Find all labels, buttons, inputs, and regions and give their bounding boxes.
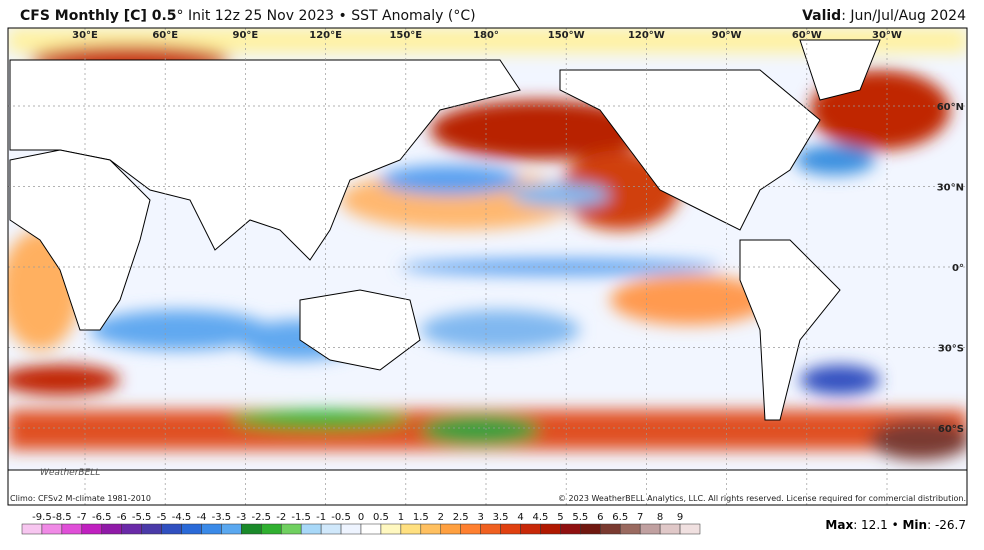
- lon-label: 30°W: [872, 30, 902, 41]
- title: CFS Monthly [C] 0.5° Init 12z 25 Nov 202…: [20, 8, 476, 24]
- colorbar-label: 5.5: [572, 512, 588, 523]
- colorbar-label: 0.5: [373, 512, 389, 523]
- lon-label: 30°E: [72, 30, 98, 41]
- colorbar-swatch: [679, 523, 701, 535]
- colorbar-swatch: [600, 523, 621, 535]
- lon-label: 90°W: [712, 30, 742, 41]
- colorbar-swatch: [320, 523, 342, 535]
- colorbar-swatch: [520, 523, 541, 535]
- colorbar-swatch: [241, 523, 262, 535]
- lon-label: 150°E: [389, 30, 422, 41]
- colorbar-label: -1: [316, 512, 326, 523]
- lat-label: 0°: [952, 263, 964, 274]
- colorbar-label: 1.5: [413, 512, 429, 523]
- colorbar-swatch: [659, 523, 681, 535]
- colorbar-swatch: [280, 523, 302, 535]
- colorbar-swatch: [440, 523, 461, 535]
- lon-label: 90°E: [233, 30, 259, 41]
- colorbar-swatch: [500, 523, 521, 535]
- lon-label: 60°E: [152, 30, 178, 41]
- lon-label: 180°: [473, 30, 499, 41]
- colorbar-label: -5: [157, 512, 167, 523]
- lon-label: 60°W: [792, 30, 822, 41]
- valid: Valid: Jun/Jul/Aug 2024: [802, 8, 966, 24]
- colorbar-label: -3.5: [212, 512, 232, 523]
- colorbar-label: -2.5: [252, 512, 272, 523]
- colorbar-swatch: [560, 523, 581, 535]
- colorbar-label: 5: [557, 512, 563, 523]
- colorbar-label: -0.5: [331, 512, 351, 523]
- lat-label: 60°S: [938, 424, 964, 435]
- colorbar-swatch: [61, 523, 83, 535]
- colorbar-swatch: [380, 523, 402, 535]
- copyright: © 2023 WeatherBELL Analytics, LLC. All r…: [558, 494, 966, 503]
- land: [8, 39, 967, 505]
- colorbar-label: -9.5: [32, 512, 52, 523]
- lon-label: 120°E: [309, 30, 342, 41]
- colorbar-label: 3.5: [493, 512, 509, 523]
- colorbar-swatch: [540, 523, 561, 535]
- colorbar-swatch: [460, 523, 481, 535]
- colorbar-swatch: [639, 523, 661, 535]
- logo: WeatherBELL: [40, 468, 100, 478]
- stats: Max: 12.1 • Min: -26.7: [825, 518, 966, 532]
- colorbar-label: -4.5: [172, 512, 192, 523]
- colorbar-label: -2: [276, 512, 286, 523]
- colorbar-label: -6.5: [92, 512, 112, 523]
- colorbar-swatch: [221, 523, 242, 535]
- anomaly-field: [8, 28, 967, 460]
- lat-label: 30°N: [937, 183, 964, 194]
- colorbar: -9.5 -8.5 -7 -6.5 -6 -5.5 -5 -4.5 -4 -3.5 -3 -2.5 -2…: [21, 512, 701, 535]
- colorbar-label: -7: [77, 512, 87, 523]
- colorbar-swatch: [201, 523, 222, 535]
- colorbar-swatch: [420, 523, 442, 535]
- colorbar-swatch: [181, 523, 202, 535]
- colorbar-label: 2: [438, 512, 444, 523]
- lat-label: 60°N: [937, 102, 964, 113]
- colorbar-label: 8: [657, 512, 663, 523]
- colorbar-label: -5.5: [132, 512, 152, 523]
- lon-label: 120°W: [628, 30, 665, 41]
- climo: Climo: CFSv2 M-climate 1981-2010: [10, 494, 151, 503]
- colorbar-label: 9: [677, 512, 683, 523]
- colorbar-swatch: [400, 523, 422, 535]
- colorbar-swatch: [161, 523, 182, 535]
- colorbar-label: -4: [196, 512, 206, 523]
- colorbar-swatch: [81, 523, 103, 535]
- colorbar-swatch: [580, 523, 601, 535]
- colorbar-swatch: [121, 523, 142, 535]
- colorbar-label: 4.5: [533, 512, 549, 523]
- colorbar-swatch: [261, 523, 282, 535]
- lon-label: 150°W: [548, 30, 585, 41]
- colorbar-swatch: [360, 523, 382, 535]
- lat-label: 30°S: [938, 344, 964, 355]
- colorbar-label: 6: [597, 512, 603, 523]
- colorbar-label: 0: [358, 512, 364, 523]
- map: WeatherBELL: [8, 28, 967, 505]
- colorbar-label: 3: [477, 512, 483, 523]
- colorbar-label: -1.5: [291, 512, 311, 523]
- colorbar-swatch: [141, 523, 162, 535]
- colorbar-label: -8.5: [52, 512, 72, 523]
- colorbar-label: 4: [517, 512, 523, 523]
- colorbar-label: 6.5: [612, 512, 628, 523]
- colorbar-swatch: [41, 523, 63, 535]
- colorbar-swatch: [340, 523, 362, 535]
- colorbar-label: -3: [236, 512, 246, 523]
- colorbar-swatch: [21, 523, 43, 535]
- colorbar-swatch: [619, 523, 641, 535]
- colorbar-label: 1: [398, 512, 404, 523]
- colorbar-swatch: [480, 523, 501, 535]
- colorbar-swatch: [300, 523, 322, 535]
- colorbar-label: 2.5: [453, 512, 469, 523]
- map-frame: [7, 27, 968, 506]
- colorbar-label: 7: [637, 512, 643, 523]
- colorbar-label: -6: [117, 512, 127, 523]
- colorbar-swatch: [101, 523, 122, 535]
